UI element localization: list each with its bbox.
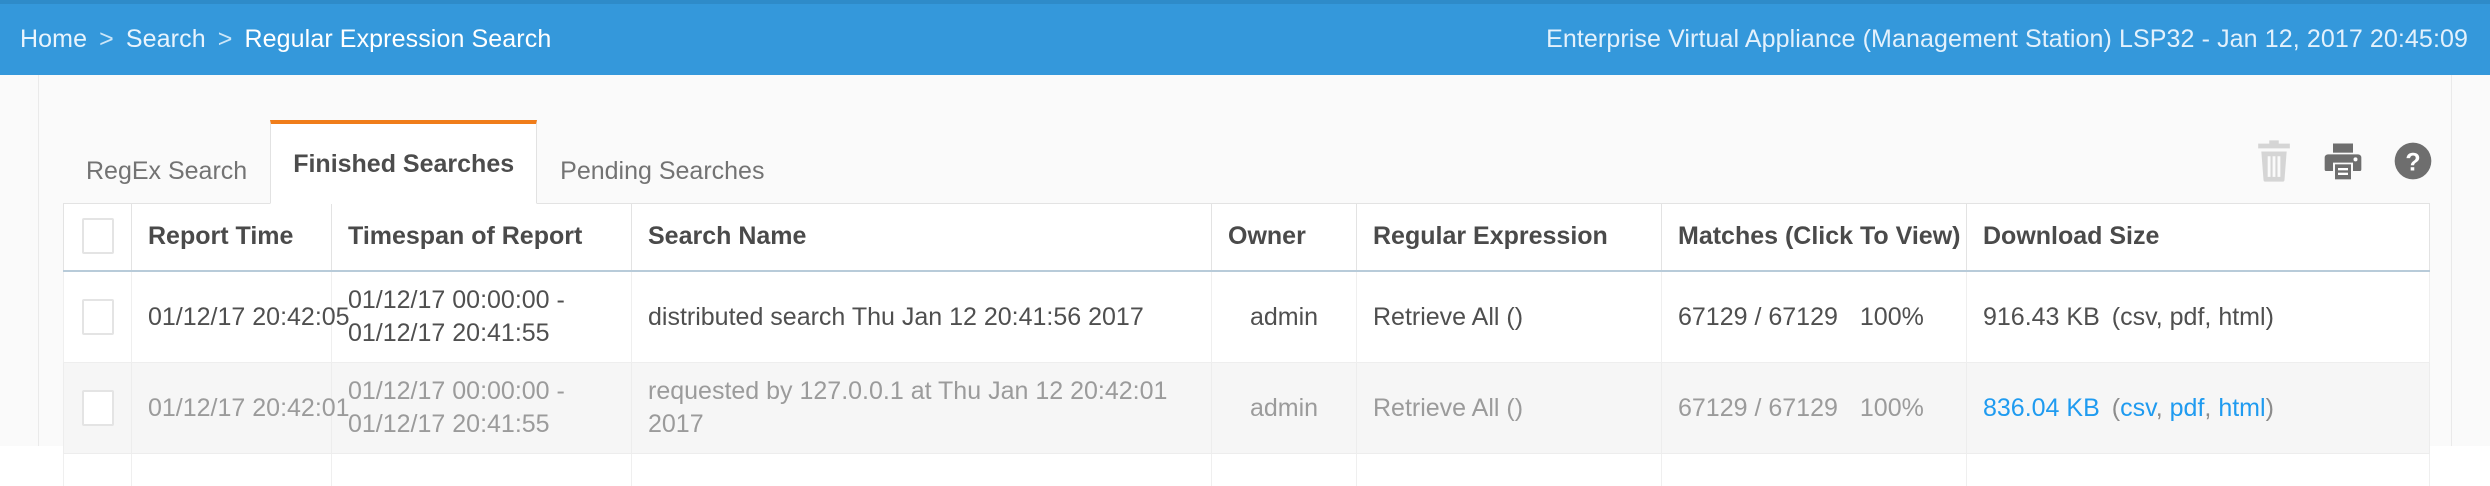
- cell-owner: admin: [1211, 270, 1357, 363]
- finished-searches-table-wrapper: Report Time Timespan of Report Search Na…: [63, 203, 2430, 486]
- cell-download-size: 916.43 KB (csv, pdf, html): [1966, 270, 2430, 363]
- delete-icon[interactable]: [2255, 140, 2293, 187]
- tab-list: RegEx Search Finished Searches Pending S…: [63, 119, 787, 204]
- tab-label: Pending Searches: [560, 157, 765, 185]
- tab-finished-searches[interactable]: Finished Searches: [270, 120, 538, 204]
- download-format-html: html: [2218, 302, 2266, 331]
- download-format-pdf-link[interactable]: pdf: [2169, 393, 2205, 422]
- select-all-checkbox[interactable]: [81, 218, 114, 254]
- column-header-owner[interactable]: Owner: [1211, 203, 1357, 272]
- download-format-html-link[interactable]: html: [2218, 393, 2266, 422]
- tab-label: RegEx Search: [86, 157, 248, 185]
- matches-count: 67129 / 67129: [1678, 302, 1838, 331]
- tab-bar: RegEx Search Finished Searches Pending S…: [39, 120, 2453, 204]
- empty-cell: [1966, 453, 2430, 486]
- empty-cell: [131, 453, 332, 486]
- download-format-csv-link[interactable]: csv: [2120, 393, 2156, 422]
- column-header-matches[interactable]: Matches (Click To View): [1661, 203, 1967, 272]
- column-header-regular-expression[interactable]: Regular Expression: [1356, 203, 1662, 272]
- download-size-link[interactable]: 836.04 KB: [1983, 393, 2100, 422]
- breadcrumb: Home > Search > Regular Expression Searc…: [20, 25, 551, 54]
- breadcrumb-separator: >: [99, 25, 114, 53]
- matches-percent: 100%: [1859, 393, 1924, 422]
- help-icon[interactable]: ?: [2393, 141, 2433, 186]
- cell-timespan: 01/12/17 00:00:00 - 01/12/17 20:41:55: [331, 362, 632, 454]
- row-checkbox[interactable]: [81, 299, 114, 335]
- empty-cell: [63, 453, 132, 486]
- tab-label: Finished Searches: [293, 150, 515, 178]
- cell-download-size: 836.04 KB (csv, pdf, html): [1966, 362, 2430, 454]
- table-row[interactable]: 01/12/17 20:42:01 01/12/17 00:00:00 - 01…: [63, 362, 2430, 454]
- svg-text:?: ?: [2405, 148, 2420, 176]
- select-all-header: [63, 203, 132, 272]
- cell-search-name: requested by 127.0.0.1 at Thu Jan 12 20:…: [631, 362, 1212, 454]
- matches-count: 67129 / 67129: [1678, 393, 1838, 422]
- download-size-label: 916.43 KB: [1983, 302, 2100, 331]
- breadcrumb-item-search[interactable]: Search: [125, 25, 206, 53]
- tab-regex-search[interactable]: RegEx Search: [63, 140, 270, 204]
- breadcrumb-separator: >: [217, 25, 233, 53]
- page-body: RegEx Search Finished Searches Pending S…: [0, 75, 2490, 486]
- column-header-search-name[interactable]: Search Name: [631, 203, 1212, 272]
- tab-pending-searches[interactable]: Pending Searches: [537, 140, 787, 204]
- table-header: Report Time Timespan of Report Search Na…: [63, 203, 2430, 272]
- matches-percent: 100%: [1859, 302, 1924, 331]
- toolbar-icons: ?: [2255, 140, 2433, 187]
- empty-cell: [1661, 453, 1967, 486]
- cell-report-time: 01/12/17 20:42:05: [131, 270, 350, 363]
- cell-matches[interactable]: 67129 / 67129 100%: [1661, 362, 1967, 454]
- content-container: RegEx Search Finished Searches Pending S…: [38, 75, 2453, 486]
- breadcrumb-item-regular-expression-search[interactable]: Regular Expression Search: [244, 25, 552, 53]
- cell-regular-expression: Retrieve All (): [1356, 270, 1662, 363]
- cell-search-name: distributed search Thu Jan 12 20:41:56 2…: [631, 270, 1212, 363]
- cell-regular-expression: Retrieve All (): [1356, 362, 1662, 454]
- table-header-row: Report Time Timespan of Report Search Na…: [63, 203, 2430, 272]
- empty-cell: [331, 453, 632, 486]
- table-row-empty: [63, 453, 2430, 486]
- row-select-cell: [63, 362, 132, 454]
- column-header-timespan-of-report[interactable]: Timespan of Report: [331, 203, 632, 272]
- download-format-csv: csv: [2120, 302, 2156, 331]
- cell-report-time: 01/12/17 20:42:01: [131, 362, 350, 454]
- breadcrumb-item-home[interactable]: Home: [20, 25, 88, 53]
- top-header-bar: Home > Search > Regular Expression Searc…: [0, 0, 2490, 75]
- column-header-download-size[interactable]: Download Size: [1966, 203, 2430, 272]
- table-row[interactable]: 01/12/17 20:42:05 01/12/17 00:00:00 - 01…: [63, 270, 2430, 363]
- table-body: 01/12/17 20:42:05 01/12/17 00:00:00 - 01…: [63, 270, 2430, 486]
- row-select-cell: [63, 270, 132, 363]
- empty-cell: [1211, 453, 1357, 486]
- finished-searches-table: Report Time Timespan of Report Search Na…: [63, 203, 2430, 486]
- appliance-info-label: Enterprise Virtual Appliance (Management…: [1546, 25, 2468, 53]
- download-format-pdf: pdf: [2169, 302, 2205, 331]
- cell-matches[interactable]: 67129 / 67129 100%: [1661, 270, 1967, 363]
- column-header-report-time[interactable]: Report Time: [131, 203, 332, 272]
- cell-timespan: 01/12/17 00:00:00 - 01/12/17 20:41:55: [331, 270, 632, 363]
- print-icon[interactable]: [2323, 141, 2363, 186]
- cell-owner: admin: [1211, 362, 1357, 454]
- empty-cell: [631, 453, 1212, 486]
- empty-cell: [1356, 453, 1662, 486]
- row-checkbox[interactable]: [81, 390, 114, 426]
